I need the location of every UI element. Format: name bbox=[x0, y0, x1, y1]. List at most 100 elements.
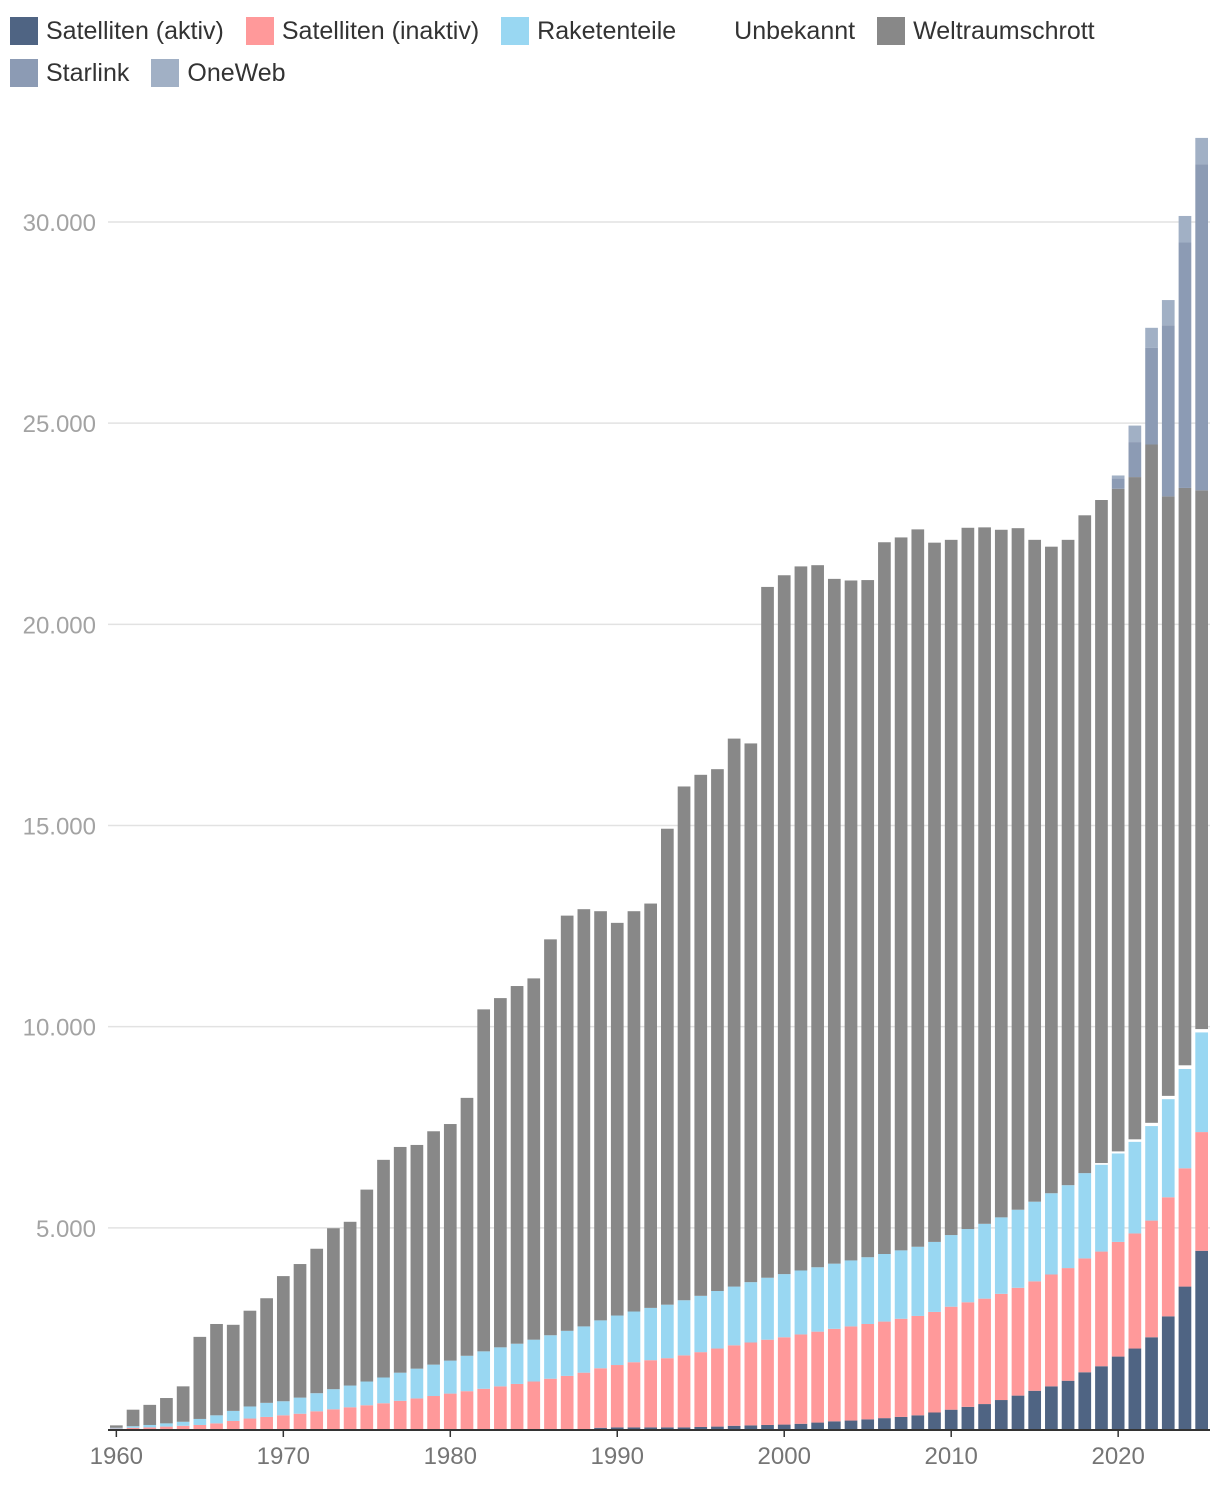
bar-segment[interactable] bbox=[1128, 425, 1142, 443]
bar-segment[interactable] bbox=[1161, 1099, 1175, 1198]
bar-segment[interactable] bbox=[143, 1427, 157, 1429]
bar-segment[interactable] bbox=[176, 1425, 190, 1429]
bar-segment[interactable] bbox=[443, 1393, 457, 1429]
bar-segment[interactable] bbox=[610, 922, 624, 1316]
bar-segment[interactable] bbox=[310, 1411, 324, 1429]
bar-segment[interactable] bbox=[610, 1365, 624, 1428]
bar-segment[interactable] bbox=[794, 1334, 808, 1424]
bar-segment[interactable] bbox=[443, 1360, 457, 1394]
bar-segment[interactable] bbox=[811, 1267, 824, 1332]
bar-segment[interactable] bbox=[911, 1415, 925, 1429]
bar-segment[interactable] bbox=[661, 1304, 674, 1359]
bar-segment[interactable] bbox=[978, 527, 991, 1224]
bar-segment[interactable] bbox=[811, 1331, 824, 1423]
bar-segment[interactable] bbox=[594, 1427, 607, 1429]
bar-segment[interactable] bbox=[594, 1320, 607, 1369]
bar-segment[interactable] bbox=[477, 1351, 491, 1389]
bar-segment[interactable] bbox=[1111, 478, 1125, 489]
bar-segment[interactable] bbox=[594, 911, 607, 1321]
bar-segment[interactable] bbox=[994, 529, 1008, 1218]
bar-segment[interactable] bbox=[126, 1409, 140, 1427]
bar-segment[interactable] bbox=[928, 1311, 941, 1413]
bar-segment[interactable] bbox=[1061, 1185, 1075, 1269]
bar-segment[interactable] bbox=[594, 1368, 607, 1428]
bar-segment[interactable] bbox=[777, 1337, 791, 1425]
bar-segment[interactable] bbox=[1145, 444, 1158, 1123]
bar-segment[interactable] bbox=[911, 1315, 925, 1416]
bar-segment[interactable] bbox=[1128, 1139, 1142, 1142]
bar-segment[interactable] bbox=[1095, 1163, 1108, 1165]
bar-segment[interactable] bbox=[126, 1426, 140, 1428]
bar-segment[interactable] bbox=[560, 1330, 574, 1376]
bar-segment[interactable] bbox=[1128, 1141, 1142, 1234]
bar-segment[interactable] bbox=[944, 1235, 958, 1307]
bar-segment[interactable] bbox=[310, 1248, 324, 1394]
bar-segment[interactable] bbox=[360, 1405, 374, 1429]
bar-segment[interactable] bbox=[1111, 1241, 1125, 1357]
bar-segment[interactable] bbox=[1078, 1173, 1092, 1259]
bar-segment[interactable] bbox=[210, 1415, 223, 1424]
legend-item-weltraumschrott[interactable]: Weltraumschrott bbox=[877, 17, 1095, 46]
bar-segment[interactable] bbox=[878, 1321, 891, 1419]
bar-segment[interactable] bbox=[1145, 327, 1158, 348]
bar-segment[interactable] bbox=[1161, 325, 1175, 497]
bar-segment[interactable] bbox=[878, 1253, 891, 1322]
bar-segment[interactable] bbox=[193, 1424, 207, 1429]
bar-segment[interactable] bbox=[677, 786, 691, 1301]
bar-segment[interactable] bbox=[1161, 496, 1175, 1096]
bar-segment[interactable] bbox=[911, 529, 925, 1247]
bar-segment[interactable] bbox=[1161, 1197, 1175, 1317]
bar-segment[interactable] bbox=[1095, 500, 1108, 1164]
bar-segment[interactable] bbox=[1128, 1233, 1142, 1349]
bar-segment[interactable] bbox=[443, 1124, 457, 1361]
bar-segment[interactable] bbox=[510, 1343, 524, 1384]
bar-segment[interactable] bbox=[694, 774, 708, 1296]
bar-segment[interactable] bbox=[1011, 528, 1025, 1210]
bar-segment[interactable] bbox=[610, 1427, 624, 1429]
bar-segment[interactable] bbox=[176, 1386, 190, 1422]
bar-segment[interactable] bbox=[176, 1421, 190, 1426]
bar-segment[interactable] bbox=[1061, 539, 1075, 1186]
bar-segment[interactable] bbox=[894, 1318, 908, 1417]
bar-segment[interactable] bbox=[393, 1146, 407, 1373]
bar-segment[interactable] bbox=[1145, 347, 1158, 445]
bar-segment[interactable] bbox=[1178, 487, 1192, 1066]
bar-segment[interactable] bbox=[410, 1368, 424, 1399]
bar-segment[interactable] bbox=[276, 1415, 290, 1429]
bar-segment[interactable] bbox=[1045, 546, 1058, 1194]
bar-segment[interactable] bbox=[677, 1300, 691, 1356]
bar-segment[interactable] bbox=[994, 1293, 1008, 1401]
bar-segment[interactable] bbox=[827, 1328, 841, 1422]
bar-segment[interactable] bbox=[894, 1250, 908, 1319]
bar-segment[interactable] bbox=[427, 1131, 440, 1365]
bar-segment[interactable] bbox=[777, 575, 791, 1275]
bar-segment[interactable] bbox=[827, 1421, 841, 1429]
bar-segment[interactable] bbox=[627, 1427, 641, 1429]
bar-segment[interactable] bbox=[1011, 1209, 1025, 1288]
bar-segment[interactable] bbox=[928, 1241, 941, 1312]
bar-segment[interactable] bbox=[711, 1426, 724, 1429]
bar-segment[interactable] bbox=[761, 1424, 774, 1429]
bar-segment[interactable] bbox=[1045, 1386, 1058, 1429]
bar-segment[interactable] bbox=[1045, 1193, 1058, 1275]
bar-segment[interactable] bbox=[861, 1419, 875, 1429]
bar-segment[interactable] bbox=[510, 986, 524, 1344]
bar-segment[interactable] bbox=[827, 1263, 841, 1329]
legend-item-raketenteile[interactable]: Raketenteile bbox=[501, 17, 676, 46]
bar-segment[interactable] bbox=[1161, 1095, 1175, 1100]
bar-segment[interactable] bbox=[126, 1427, 140, 1429]
bar-segment[interactable] bbox=[460, 1391, 474, 1429]
bar-segment[interactable] bbox=[1128, 477, 1142, 1140]
bar-segment[interactable] bbox=[961, 1302, 975, 1407]
bar-segment[interactable] bbox=[460, 1355, 474, 1392]
bar-segment[interactable] bbox=[1195, 1029, 1208, 1033]
bar-segment[interactable] bbox=[193, 1336, 207, 1419]
bar-segment[interactable] bbox=[961, 1406, 975, 1429]
bar-segment[interactable] bbox=[160, 1426, 173, 1429]
bar-segment[interactable] bbox=[243, 1406, 257, 1419]
bar-segment[interactable] bbox=[661, 1358, 674, 1428]
bar-segment[interactable] bbox=[160, 1423, 173, 1427]
bar-segment[interactable] bbox=[711, 1291, 724, 1349]
bar-segment[interactable] bbox=[260, 1298, 273, 1403]
bar-segment[interactable] bbox=[544, 1335, 557, 1379]
